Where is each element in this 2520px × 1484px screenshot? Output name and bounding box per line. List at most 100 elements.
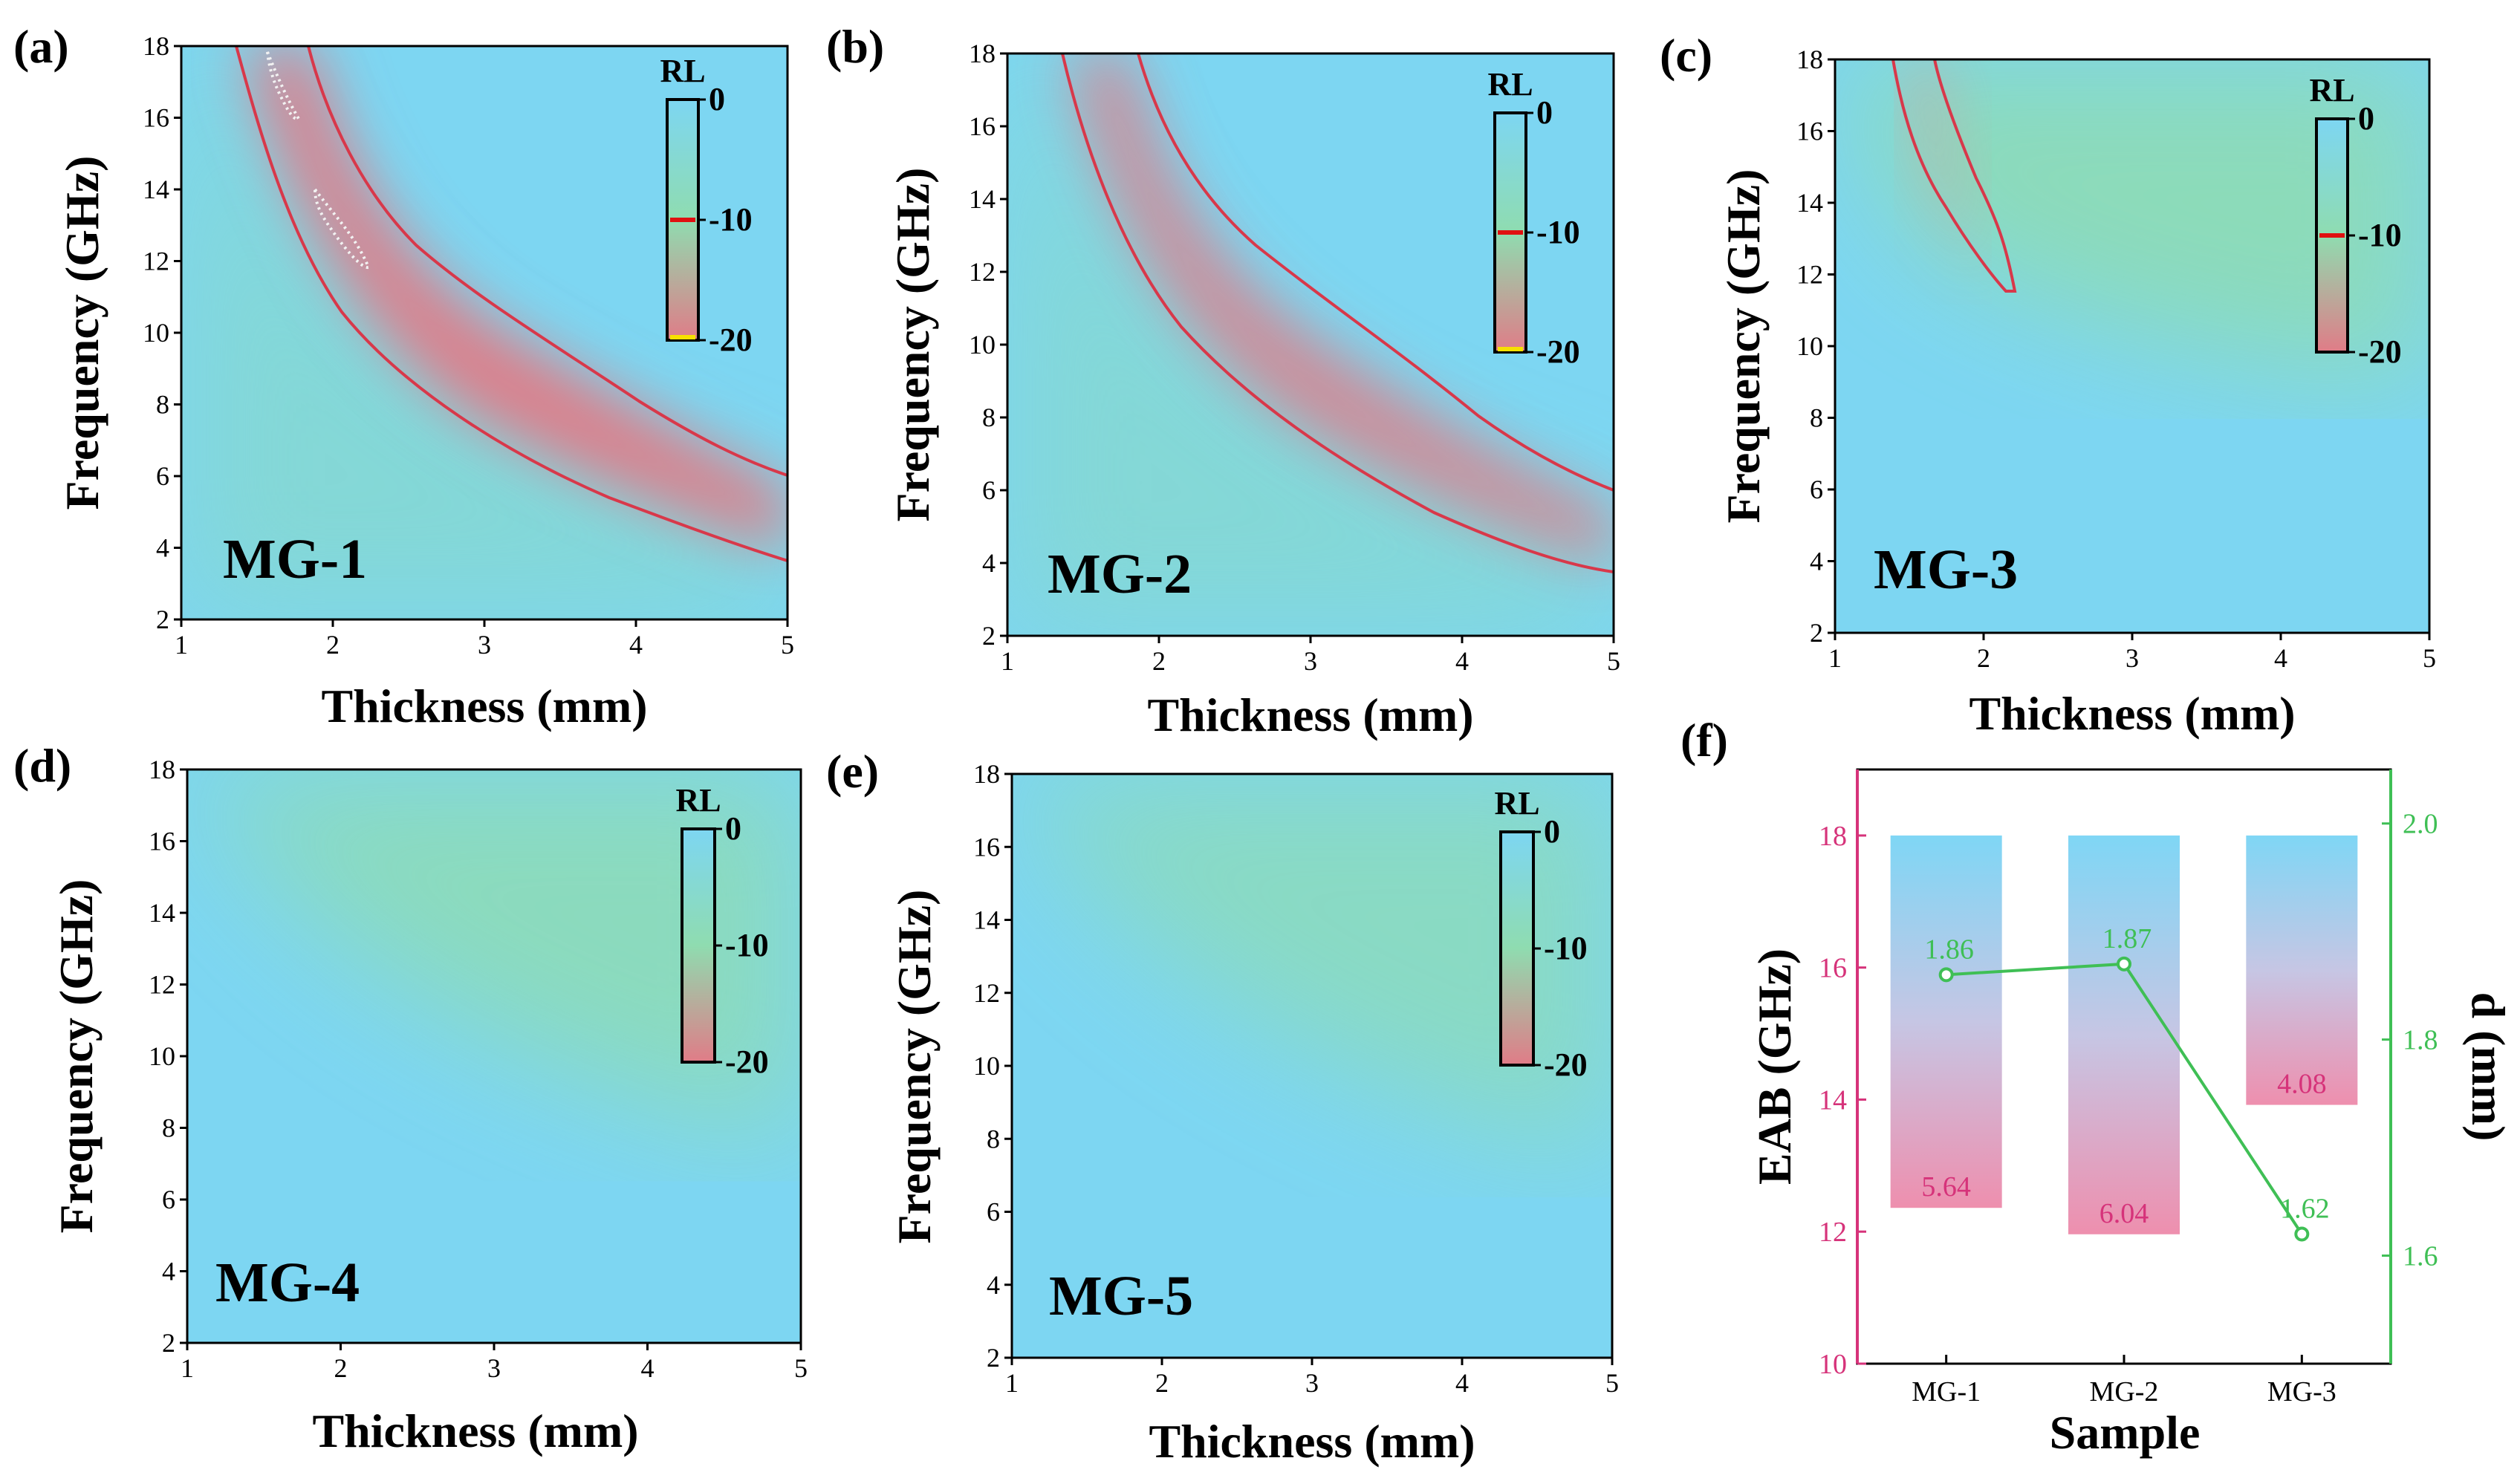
panel-label: (c) bbox=[1660, 29, 1712, 82]
left-tick-label: 12 bbox=[1819, 1217, 1847, 1248]
x-tick-label: 1 bbox=[1005, 1368, 1019, 1398]
absorption-band bbox=[245, 46, 788, 550]
eab-bar-label: 5.64 bbox=[1921, 1171, 1971, 1203]
eab-bar bbox=[2246, 835, 2358, 1105]
left-tick-label: 16 bbox=[1819, 953, 1847, 984]
x-axis-label: Thickness (mm) bbox=[1147, 689, 1473, 741]
contour-minus20 bbox=[266, 51, 301, 121]
y-tick-label: 4 bbox=[982, 548, 996, 578]
y-tick-label: 4 bbox=[162, 1257, 175, 1286]
colorbar-tick-label: -20 bbox=[1536, 333, 1580, 370]
y-ticks: 2 4 6 8 10 12 14 16 18 bbox=[969, 39, 1007, 651]
colorbar-title: RL bbox=[1494, 785, 1539, 821]
y-tick-label: 2 bbox=[1810, 618, 1823, 648]
thickness-point bbox=[2117, 956, 2131, 972]
y-axis-label: Frequency (GHz) bbox=[50, 879, 103, 1234]
x-tick-label: 3 bbox=[478, 630, 491, 660]
y-tick-label: 16 bbox=[973, 832, 1000, 862]
thickness-line: 1.86 1.87 1.62 bbox=[1924, 923, 2330, 1242]
colorbar: RL0 -10 -20 bbox=[660, 53, 752, 358]
colorbar-tick-label: -10 bbox=[2358, 217, 2402, 253]
thickness-point bbox=[2294, 1226, 2310, 1242]
x-ticks: 1 2 3 4 5 bbox=[1005, 1358, 1619, 1398]
panel-label: (a) bbox=[13, 20, 69, 73]
x-tick-label: 4 bbox=[1455, 646, 1469, 676]
left-tick-label: 18 bbox=[1819, 821, 1847, 852]
y-tick-label: 10 bbox=[143, 318, 169, 348]
x-tick-label: 2 bbox=[334, 1353, 348, 1383]
y-tick-label: 8 bbox=[987, 1124, 1000, 1153]
y-tick-label: 10 bbox=[149, 1041, 175, 1071]
contour-minus10 bbox=[1891, 59, 2017, 293]
y-axis-label: Frequency (GHz) bbox=[888, 890, 941, 1244]
colorbar-tick-label: 0 bbox=[725, 810, 741, 847]
y-ticks: 2 4 6 8 10 12 14 16 18 bbox=[1796, 45, 1835, 648]
y-tick-label: 6 bbox=[987, 1197, 1000, 1227]
x-axis-label: Thickness (mm) bbox=[321, 680, 647, 732]
x-tick-label: 5 bbox=[781, 630, 794, 660]
colorbar: RL0 -10 -20 bbox=[1494, 785, 1587, 1083]
colorbar-tick-label: -10 bbox=[1536, 214, 1580, 250]
y-tick-label: 10 bbox=[1796, 331, 1823, 361]
x-axis-label: Thickness (mm) bbox=[1149, 1415, 1475, 1468]
right-tick-label: 1.8 bbox=[2403, 1025, 2438, 1056]
y-tick-label: 6 bbox=[1810, 475, 1823, 504]
y-tick-label: 12 bbox=[149, 970, 175, 1000]
sample-label: MG-1 bbox=[223, 528, 367, 590]
x-tick-label: 5 bbox=[1607, 646, 1620, 676]
thickness-point bbox=[1938, 967, 1954, 983]
left-tick-label: 10 bbox=[1819, 1349, 1847, 1380]
y2-axis-label: d (mm) bbox=[2462, 992, 2515, 1142]
y-tick-label: 2 bbox=[156, 605, 169, 634]
y-axis-label: Frequency (GHz) bbox=[1717, 169, 1770, 524]
colorbar-tick-label: 0 bbox=[709, 81, 725, 117]
y-tick-label: 12 bbox=[973, 978, 1000, 1008]
x-tick-label: 1 bbox=[1828, 643, 1842, 673]
x-tick-label: 1 bbox=[181, 1353, 194, 1383]
colorbar-title: RL bbox=[660, 53, 705, 89]
x-tick-label: 5 bbox=[1605, 1368, 1619, 1398]
contour-minus20 bbox=[313, 184, 371, 269]
y-tick-label: 4 bbox=[156, 533, 169, 563]
y-tick-label: 18 bbox=[973, 759, 1000, 789]
y-tick-label: 12 bbox=[1796, 260, 1823, 290]
y-ticks: 2 4 6 8 10 12 14 16 18 bbox=[973, 759, 1012, 1373]
y-ticks: 2 4 6 8 10 12 14 16 18 bbox=[149, 755, 187, 1358]
thickness-label: 1.62 bbox=[2280, 1193, 2330, 1224]
y-tick-label: 18 bbox=[149, 755, 175, 784]
colorbar-tick-label: 0 bbox=[1536, 94, 1553, 131]
colorbar-tick-label: 0 bbox=[2358, 100, 2374, 137]
x-tick-label: MG-1 bbox=[1912, 1376, 1981, 1407]
y-tick-label: 14 bbox=[143, 175, 169, 204]
colorbar-title: RL bbox=[675, 782, 721, 819]
eab-bar bbox=[1890, 835, 2002, 1208]
x-tick-label: 2 bbox=[1977, 643, 1990, 673]
eab-bar-label: 4.08 bbox=[2277, 1069, 2327, 1100]
y-tick-label: 16 bbox=[143, 103, 169, 133]
x-ticks: 1 2 3 4 5 bbox=[1828, 633, 2436, 673]
thickness-label: 1.86 bbox=[1924, 934, 1974, 965]
x-tick-label: 3 bbox=[2126, 643, 2139, 673]
y-tick-label: 6 bbox=[982, 475, 996, 505]
y-tick-label: 2 bbox=[162, 1328, 175, 1358]
contour-minus10 bbox=[1137, 53, 1614, 492]
absorption-band bbox=[1902, 59, 1984, 282]
x-tick-label: MG-3 bbox=[2267, 1376, 2336, 1407]
colorbar: RL0 -10 -20 bbox=[2309, 72, 2401, 370]
y-tick-label: 2 bbox=[982, 621, 996, 651]
y-tick-label: 14 bbox=[149, 898, 175, 928]
y-tick-label: 16 bbox=[1796, 117, 1823, 146]
right-tick-label: 1.6 bbox=[2403, 1241, 2438, 1272]
x-tick-label: 3 bbox=[1304, 646, 1317, 676]
x-axis-label: Thickness (mm) bbox=[312, 1405, 638, 1457]
x-ticks: 1 2 3 4 5 bbox=[181, 1343, 808, 1383]
colorbar-tick-label: -20 bbox=[709, 322, 753, 358]
x-axis-label: Sample bbox=[2050, 1406, 2201, 1459]
eab-bar-label: 6.04 bbox=[2100, 1198, 2149, 1229]
x-tick-label: 2 bbox=[1155, 1368, 1169, 1398]
x-tick-label: 1 bbox=[1001, 646, 1014, 676]
x-axis-label: Thickness (mm) bbox=[1969, 687, 2295, 740]
